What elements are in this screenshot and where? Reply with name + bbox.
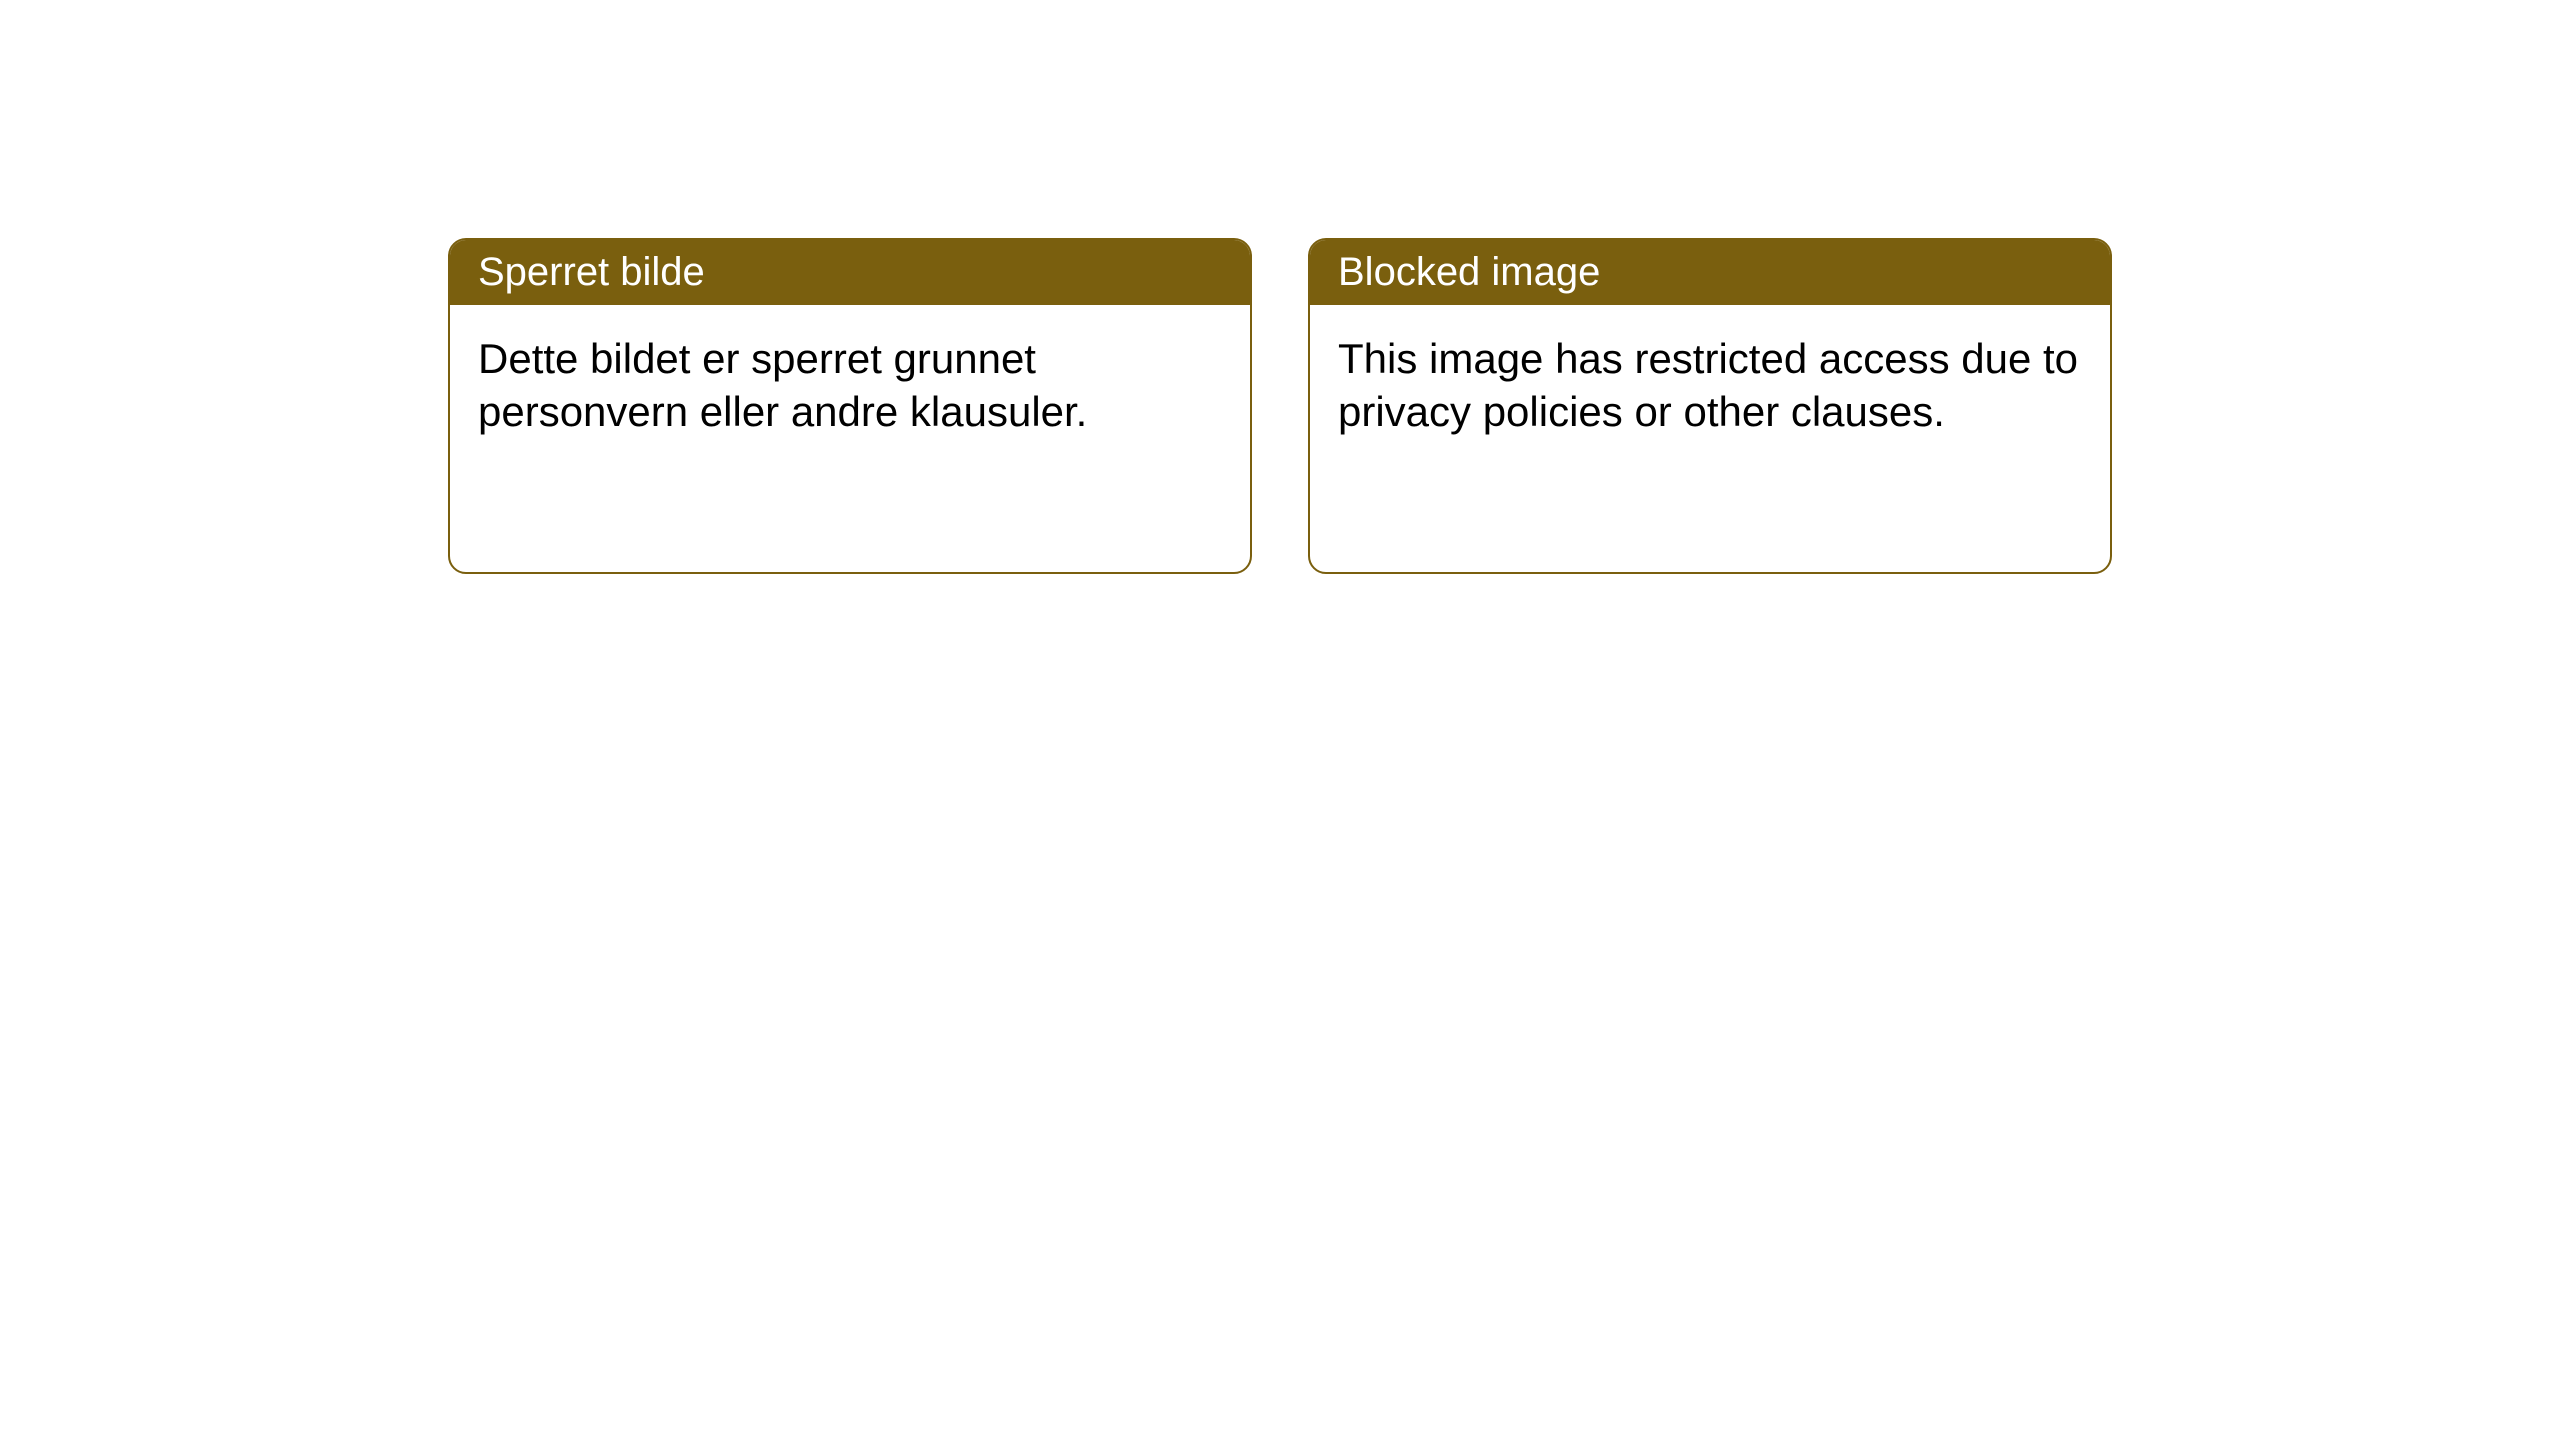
notice-container: Sperret bilde Dette bildet er sperret gr… — [448, 238, 2112, 574]
notice-card-english: Blocked image This image has restricted … — [1308, 238, 2112, 574]
notice-header: Sperret bilde — [450, 240, 1250, 305]
notice-text: This image has restricted access due to … — [1338, 335, 2078, 435]
notice-body: Dette bildet er sperret grunnet personve… — [450, 305, 1250, 466]
notice-text: Dette bildet er sperret grunnet personve… — [478, 335, 1087, 435]
notice-header: Blocked image — [1310, 240, 2110, 305]
notice-title: Blocked image — [1338, 250, 1600, 294]
notice-title: Sperret bilde — [478, 250, 705, 294]
notice-card-norwegian: Sperret bilde Dette bildet er sperret gr… — [448, 238, 1252, 574]
notice-body: This image has restricted access due to … — [1310, 305, 2110, 466]
